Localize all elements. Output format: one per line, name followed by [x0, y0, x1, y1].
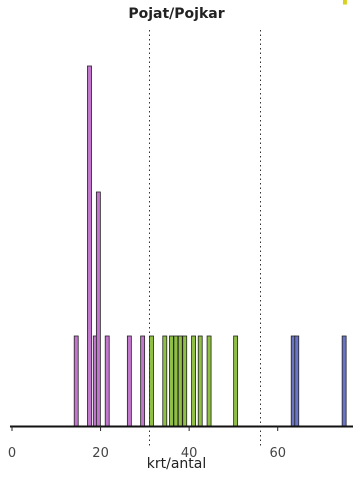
bar-series-2-10	[233, 335, 239, 427]
x-tick-label-60: 60	[269, 446, 286, 461]
bar-series-2-4	[173, 335, 179, 427]
bar-series-2-2	[162, 335, 168, 427]
bar-series-2-3	[169, 335, 174, 427]
bar-series-2-1	[149, 335, 154, 427]
x-tick-label-0: 0	[8, 446, 16, 461]
chart-title: Pojat/Pojkar	[128, 6, 225, 22]
corner-mark-icon: ▘	[343, 0, 351, 11]
bar-series-1-1	[73, 335, 79, 427]
x-tick-label-40: 40	[181, 446, 198, 461]
bar-series-1-4	[95, 191, 101, 427]
bar-series-2-9	[206, 335, 212, 427]
x-tick-label-20: 20	[92, 446, 109, 461]
bar-series-1-5	[104, 335, 110, 427]
bar-series-1-7	[140, 335, 146, 427]
x-axis-label: krt/antal	[146, 456, 207, 472]
bar-series-1-6	[126, 335, 132, 427]
bar-series-3-2	[294, 335, 300, 427]
bar-series-3-3	[341, 335, 347, 427]
bar-series-2-8	[197, 335, 203, 427]
bar-series-2-5	[177, 335, 183, 427]
bar-series-1-2	[87, 65, 92, 427]
bar-series-2-7	[191, 335, 196, 427]
bar-series-2-6	[182, 335, 188, 427]
